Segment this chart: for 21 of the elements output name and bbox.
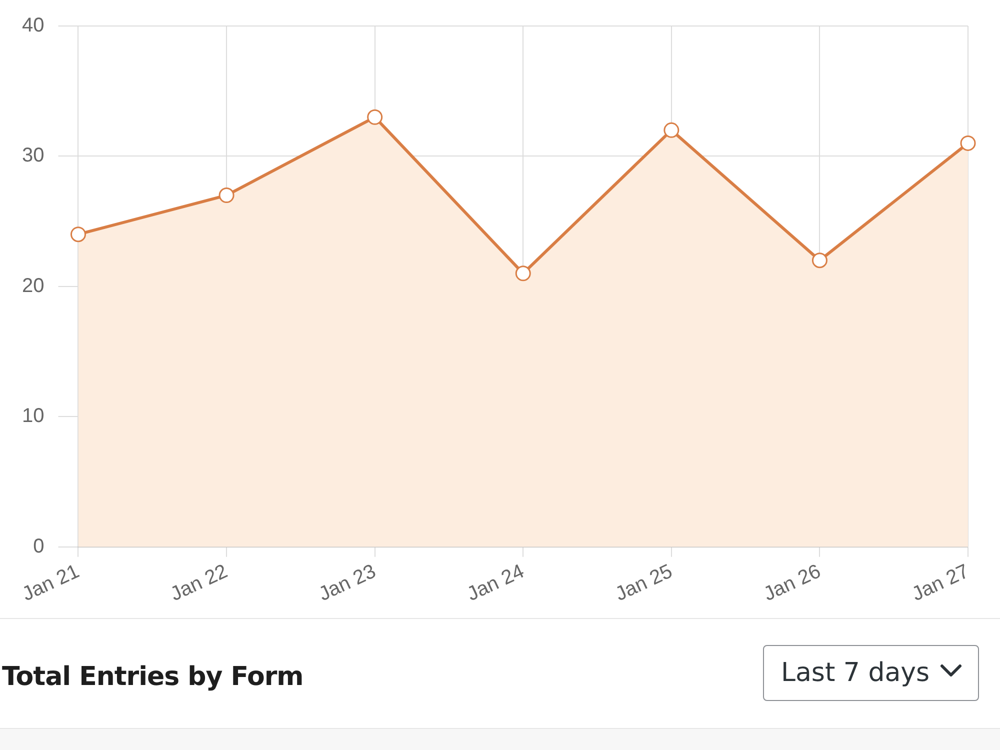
point [367, 109, 383, 125]
y-tick-label: 10 [22, 405, 44, 428]
x-tick-label: Jan 25 [612, 560, 676, 606]
y-tick-label: 30 [22, 144, 44, 167]
point [812, 252, 828, 268]
point [515, 266, 531, 282]
text: Last 7 days [781, 658, 930, 688]
y-tick-label: 20 [22, 274, 44, 297]
y-tick-label: 0 [33, 535, 44, 558]
x-tick-label: Jan 24 [464, 560, 528, 606]
y-tick-label: 40 [22, 14, 44, 37]
x-tick-label: Jan 26 [760, 560, 824, 606]
point [664, 122, 680, 138]
point [70, 226, 86, 242]
point [218, 188, 234, 204]
x-tick-label: Jan 27 [908, 560, 972, 606]
x-tick-label: Jan 23 [316, 560, 380, 606]
x-tick-label: Jan 21 [18, 560, 83, 606]
point [960, 135, 976, 151]
x-tick-label: Jan 22 [167, 560, 231, 606]
text: Total Entries by Form [2, 662, 304, 692]
